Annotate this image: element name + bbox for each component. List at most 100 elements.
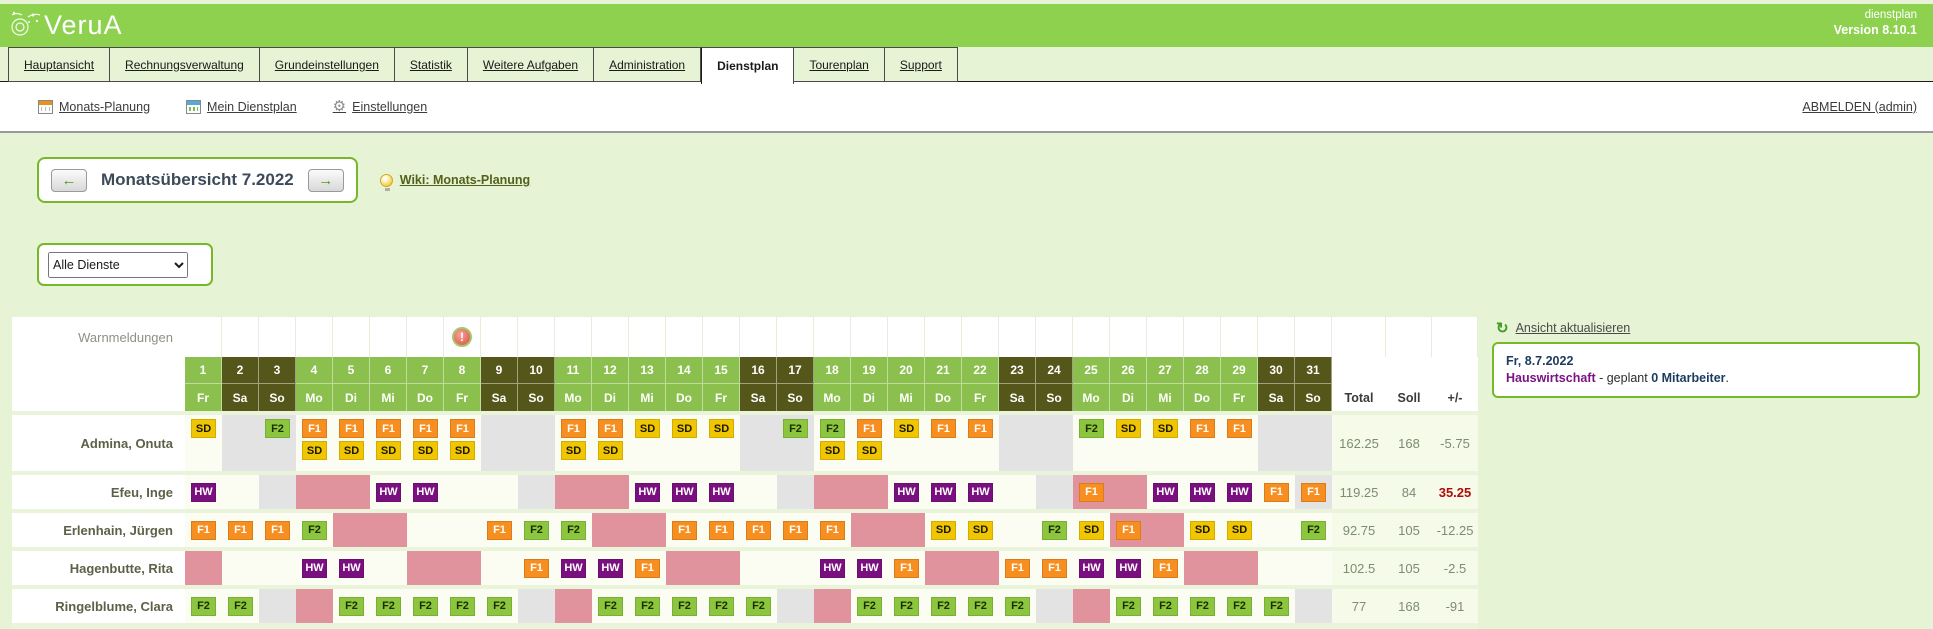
warning-cell-day-18[interactable] [814,317,851,357]
warning-cell-day-26[interactable] [1110,317,1147,357]
roster-cell-day-9[interactable]: F1 [481,513,518,547]
warning-cell-day-9[interactable] [481,317,518,357]
warning-cell-day-10[interactable] [518,317,555,357]
roster-cell-day-25[interactable] [1073,589,1110,623]
roster-cell-day-13[interactable]: HW [629,475,666,509]
roster-cell-day-30[interactable]: F1 [1258,475,1295,509]
roster-cell-day-25[interactable]: F1 [1073,475,1110,509]
roster-cell-day-27[interactable]: F2 [1147,589,1184,623]
roster-cell-day-20[interactable]: F1 [888,551,925,585]
roster-cell-day-23[interactable] [999,475,1036,509]
roster-cell-day-17[interactable]: F2 [777,415,814,471]
roster-cell-day-27[interactable]: SD [1147,415,1184,471]
roster-cell-day-6[interactable]: HW [370,475,407,509]
roster-cell-day-1[interactable]: F1 [185,513,222,547]
roster-cell-day-4[interactable] [296,475,333,509]
tab-support[interactable]: Support [884,47,958,82]
roster-cell-day-31[interactable]: F2 [1295,513,1332,547]
roster-cell-day-11[interactable]: F1 SD [555,415,592,471]
roster-cell-day-3[interactable]: F2 [259,415,296,471]
warning-cell-day-30[interactable] [1258,317,1295,357]
roster-cell-day-29[interactable]: SD [1221,513,1258,547]
roster-cell-day-16[interactable] [740,551,777,585]
warning-cell-day-22[interactable] [962,317,999,357]
roster-cell-day-22[interactable]: SD [962,513,999,547]
roster-cell-day-12[interactable]: F2 [592,589,629,623]
warning-cell-day-16[interactable] [740,317,777,357]
roster-cell-day-28[interactable]: HW [1184,475,1221,509]
warning-cell-day-21[interactable] [925,317,962,357]
roster-cell-day-31[interactable] [1295,415,1332,471]
warning-cell-day-13[interactable] [629,317,666,357]
roster-cell-day-19[interactable]: F1 SD [851,415,888,471]
roster-cell-day-25[interactable]: HW [1073,551,1110,585]
roster-cell-day-27[interactable]: F1 [1147,551,1184,585]
tab-weitere-aufgaben[interactable]: Weitere Aufgaben [467,47,595,82]
roster-cell-day-1[interactable]: SD [185,415,222,471]
warning-cell-day-7[interactable] [407,317,444,357]
wiki-link[interactable]: Wiki: Monats-Planung [399,173,531,187]
roster-cell-day-18[interactable] [814,589,851,623]
roster-cell-day-20[interactable]: HW [888,475,925,509]
warning-cell-day-5[interactable] [333,317,370,357]
roster-cell-day-14[interactable]: F1 [666,513,703,547]
roster-cell-day-23[interactable]: F1 [999,551,1036,585]
roster-cell-day-24[interactable]: F1 [1036,551,1073,585]
roster-cell-day-13[interactable] [629,513,666,547]
roster-cell-day-3[interactable] [259,551,296,585]
roster-cell-day-15[interactable]: F1 [703,513,740,547]
roster-cell-day-5[interactable]: F2 [333,589,370,623]
roster-cell-day-29[interactable]: HW [1221,475,1258,509]
roster-cell-day-23[interactable]: F2 [999,589,1036,623]
roster-cell-day-8[interactable] [444,551,481,585]
roster-cell-day-24[interactable] [1036,475,1073,509]
roster-cell-day-7[interactable] [407,513,444,547]
roster-cell-day-7[interactable]: HW [407,475,444,509]
roster-cell-day-7[interactable]: F2 [407,589,444,623]
roster-cell-day-13[interactable]: SD [629,415,666,471]
roster-cell-day-12[interactable]: HW [592,551,629,585]
warning-cell-day-17[interactable] [777,317,814,357]
roster-cell-day-5[interactable] [333,475,370,509]
roster-cell-day-16[interactable] [740,475,777,509]
roster-cell-day-17[interactable] [777,475,814,509]
roster-cell-day-4[interactable]: F1 SD [296,415,333,471]
warning-cell-day-28[interactable] [1184,317,1221,357]
subnav-item-mein-dienstplan[interactable]: Mein Dienstplan [186,99,297,114]
roster-cell-day-16[interactable]: F1 [740,513,777,547]
roster-cell-day-30[interactable] [1258,551,1295,585]
warning-cell-day-11[interactable] [555,317,592,357]
roster-cell-day-8[interactable]: F2 [444,589,481,623]
warning-cell-day-25[interactable] [1073,317,1110,357]
roster-cell-day-10[interactable] [518,415,555,471]
roster-cell-day-26[interactable]: HW [1110,551,1147,585]
warning-cell-day-2[interactable] [222,317,259,357]
roster-cell-day-15[interactable]: SD [703,415,740,471]
roster-cell-day-27[interactable] [1147,513,1184,547]
roster-cell-day-21[interactable]: F2 [925,589,962,623]
roster-cell-day-21[interactable] [925,551,962,585]
roster-cell-day-28[interactable]: F1 [1184,415,1221,471]
roster-cell-day-15[interactable]: F2 [703,589,740,623]
service-filter-select[interactable]: Alle Dienste [48,251,188,278]
roster-cell-day-8[interactable]: F1 SD [444,415,481,471]
roster-cell-day-19[interactable]: HW [851,551,888,585]
roster-cell-day-8[interactable] [444,475,481,509]
roster-cell-day-17[interactable]: F1 [777,513,814,547]
subnav-item-einstellungen[interactable]: ⚙ Einstellungen [333,99,428,114]
roster-cell-day-29[interactable]: F1 [1221,415,1258,471]
roster-cell-day-22[interactable]: F2 [962,589,999,623]
roster-cell-day-10[interactable] [518,475,555,509]
roster-cell-day-24[interactable] [1036,415,1073,471]
tab-statistik[interactable]: Statistik [394,47,468,82]
warning-cell-day-29[interactable] [1221,317,1258,357]
roster-cell-day-9[interactable]: F2 [481,589,518,623]
warning-icon[interactable]: ! [452,327,472,347]
roster-cell-day-24[interactable] [1036,589,1073,623]
tab-tourenplan[interactable]: Tourenplan [794,47,885,82]
logout-link[interactable]: ABMELDEN (admin) [1802,99,1917,114]
warning-cell-day-1[interactable] [185,317,222,357]
roster-cell-day-29[interactable]: F2 [1221,589,1258,623]
roster-cell-day-16[interactable]: F2 [740,589,777,623]
roster-cell-day-18[interactable] [814,475,851,509]
